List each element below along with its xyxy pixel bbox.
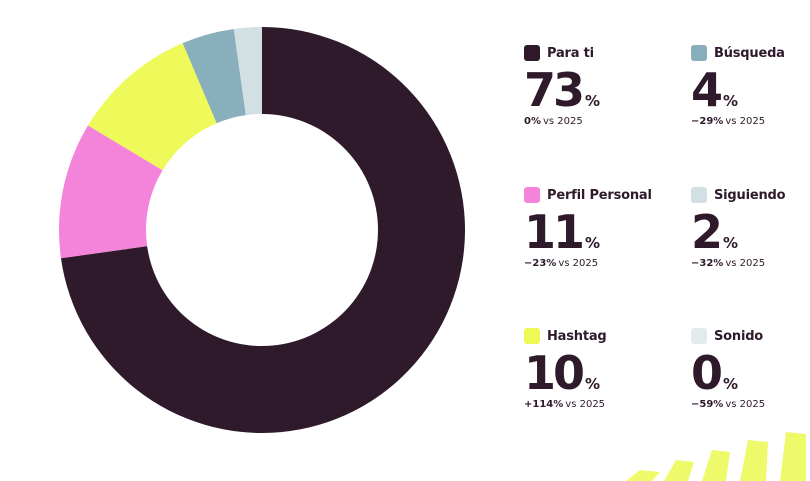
change-row: +114% vs 2025 <box>524 399 674 410</box>
stripe-2 <box>702 450 730 481</box>
legend-item-hashtag: Hashtag 10% +114% vs 2025 <box>524 327 674 410</box>
change-comparison: vs 2025 <box>725 258 766 269</box>
value-number: 10 <box>524 346 585 400</box>
slice-b-squeda <box>182 28 246 124</box>
value-unit: % <box>585 92 601 110</box>
legend-label: Sonido <box>714 328 764 344</box>
legend-item-perfil-personal: Perfil Personal 11% −23% vs 2025 <box>524 186 674 269</box>
legend-item-sonido: Sonido 0% −59% vs 2025 <box>691 327 810 410</box>
legend-header: Para ti <box>524 44 674 62</box>
value-number: 73 <box>524 63 585 117</box>
change-value: −59% <box>691 399 724 410</box>
change-row: −29% vs 2025 <box>691 116 810 127</box>
value-row: 11% <box>524 207 674 257</box>
legend-swatch <box>691 187 707 203</box>
change-row: −59% vs 2025 <box>691 399 810 410</box>
value-unit: % <box>723 234 739 252</box>
legend-swatch <box>524 45 540 61</box>
legend-label: Perfil Personal <box>547 187 652 203</box>
change-comparison: vs 2025 <box>558 258 599 269</box>
value-number: 0 <box>691 346 723 400</box>
change-comparison: vs 2025 <box>725 399 766 410</box>
value-row: 4% <box>691 65 810 115</box>
value-unit: % <box>585 375 601 393</box>
value-unit: % <box>723 92 739 110</box>
change-row: 0% vs 2025 <box>524 116 674 127</box>
change-comparison: vs 2025 <box>725 116 766 127</box>
slice-para-ti <box>60 27 465 433</box>
value-unit: % <box>585 234 601 252</box>
value-row: 2% <box>691 207 810 257</box>
legend-item-siguiendo: Siguiendo 2% −32% vs 2025 <box>691 186 810 269</box>
legend-header: Búsqueda <box>691 44 810 62</box>
stripe-1 <box>664 460 694 481</box>
value-number: 2 <box>691 205 723 259</box>
legend-swatch <box>691 45 707 61</box>
change-value: −29% <box>691 116 724 127</box>
stripe-0 <box>626 470 660 481</box>
legend-item-b-squeda: Búsqueda 4% −29% vs 2025 <box>691 44 810 127</box>
legend-label: Hashtag <box>547 328 607 344</box>
change-value: −23% <box>524 258 557 269</box>
change-value: 0% <box>524 116 541 127</box>
value-number: 4 <box>691 63 723 117</box>
value-row: 73% <box>524 65 674 115</box>
legend-swatch <box>524 187 540 203</box>
change-row: −32% vs 2025 <box>691 258 810 269</box>
slice-hashtag <box>87 43 217 171</box>
legend-swatch <box>524 328 540 344</box>
legend-header: Hashtag <box>524 327 674 345</box>
slice-siguiendo <box>233 27 262 116</box>
value-row: 10% <box>524 348 674 398</box>
value-row: 0% <box>691 348 810 398</box>
change-comparison: vs 2025 <box>542 116 583 127</box>
legend-item-para-ti: Para ti 73% 0% vs 2025 <box>524 44 674 127</box>
value-unit: % <box>723 375 739 393</box>
legend-header: Perfil Personal <box>524 186 674 204</box>
legend-header: Siguiendo <box>691 186 810 204</box>
change-value: +114% <box>524 399 564 410</box>
legend-label: Siguiendo <box>714 187 786 203</box>
stripe-3 <box>740 440 768 481</box>
legend-header: Sonido <box>691 327 810 345</box>
donut-chart <box>59 27 465 433</box>
value-number: 11 <box>524 205 585 259</box>
stripe-4 <box>780 432 806 481</box>
change-comparison: vs 2025 <box>565 399 606 410</box>
slice-perfil-personal <box>59 125 163 259</box>
legend-label: Búsqueda <box>714 45 785 61</box>
legend-swatch <box>691 328 707 344</box>
change-value: −32% <box>691 258 724 269</box>
legend-label: Para ti <box>547 45 594 61</box>
change-row: −23% vs 2025 <box>524 258 674 269</box>
